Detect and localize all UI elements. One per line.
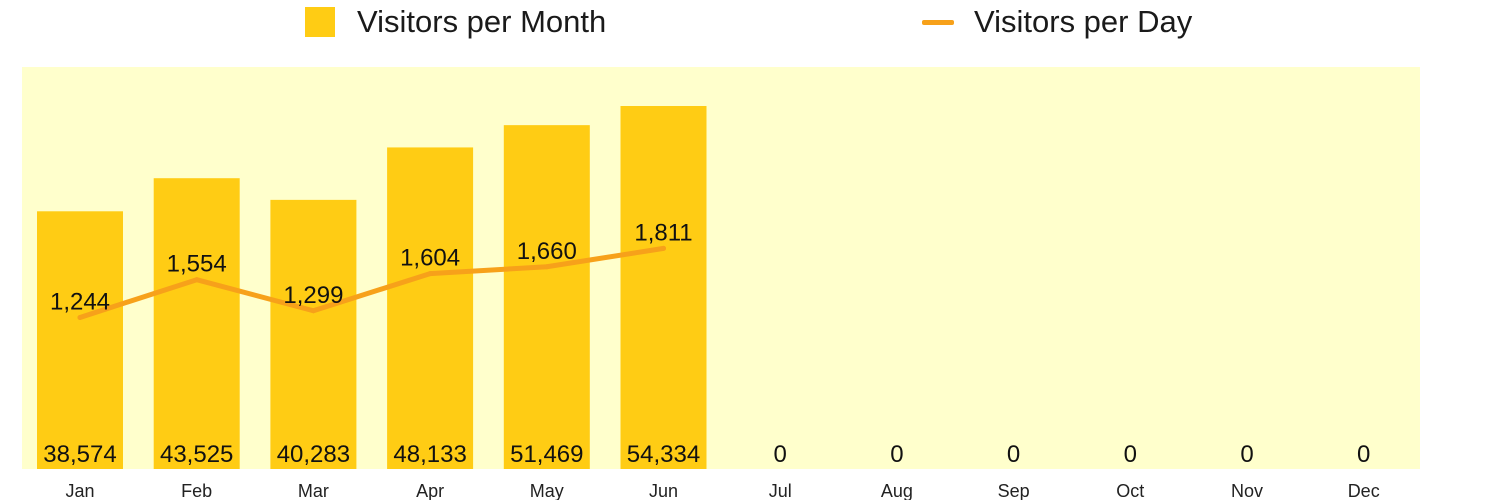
bar-label-dec: 0 xyxy=(1357,441,1370,468)
line-labels-group: 1,244 1,554 1,299 1,604 1,660 1,811 xyxy=(50,219,693,315)
x-tick-nov: Nov xyxy=(1231,481,1263,500)
bar-jan xyxy=(37,211,123,469)
x-tick-jun: Jun xyxy=(649,481,678,500)
line-label-mar: 1,299 xyxy=(283,282,343,309)
legend-item-visitors-per-month: Visitors per Month xyxy=(305,4,606,40)
bar-label-oct: 0 xyxy=(1124,441,1137,468)
line-point-feb xyxy=(194,277,200,283)
bar-label-mar: 40,283 xyxy=(277,441,350,468)
bar-label-feb: 43,525 xyxy=(160,441,233,468)
bar-label-jun: 54,334 xyxy=(627,441,700,468)
bar-label-sep: 0 xyxy=(1007,441,1020,468)
line-label-jan: 1,244 xyxy=(50,288,110,315)
legend: Visitors per Month Visitors per Day xyxy=(0,0,1500,50)
line-label-jun: 1,811 xyxy=(634,219,692,246)
x-tick-dec: Dec xyxy=(1348,481,1380,500)
bar-mar xyxy=(270,199,357,469)
bar-apr xyxy=(387,147,474,469)
x-tick-oct: Oct xyxy=(1116,481,1144,500)
bar-label-apr: 48,133 xyxy=(393,441,466,468)
bar-label-may: 51,469 xyxy=(510,441,583,468)
line-point-mar xyxy=(310,308,316,314)
x-tick-apr: Apr xyxy=(416,481,444,500)
x-tick-jan: Jan xyxy=(65,481,94,500)
x-tick-may: May xyxy=(530,481,564,500)
line-visitors-per-day xyxy=(77,245,666,320)
legend-label-visitors-per-month: Visitors per Month xyxy=(357,4,607,39)
plot-area xyxy=(22,67,1420,469)
x-tick-mar: Mar xyxy=(298,481,329,500)
bar-jun xyxy=(620,106,707,469)
line-group xyxy=(77,245,666,320)
bar-label-aug: 0 xyxy=(890,441,903,468)
legend-label-visitors-per-day: Visitors per Day xyxy=(974,4,1193,39)
x-axis-ticks: Jan Feb Mar Apr May Jun Jul Aug Sep Oct Nov Dec xyxy=(65,481,1379,500)
x-tick-sep: Sep xyxy=(998,481,1030,500)
line-point-jan xyxy=(77,314,83,320)
line-label-may: 1,660 xyxy=(517,238,577,265)
bar-label-jul: 0 xyxy=(774,441,787,468)
legend-item-visitors-per-day: Visitors per Day xyxy=(922,4,1192,40)
line-point-apr xyxy=(427,271,433,277)
bar-may xyxy=(503,125,590,469)
bar-label-jan: 38,574 xyxy=(43,441,116,468)
legend-swatch-bar xyxy=(305,7,335,37)
bar-labels-group: 38,574 43,525 40,283 48,133 51,469 54,334 0 0 0 0… xyxy=(43,441,1370,468)
x-tick-feb: Feb xyxy=(181,481,212,500)
bar-feb xyxy=(153,178,240,469)
bars-group xyxy=(37,106,707,469)
x-tick-aug: Aug xyxy=(881,481,913,500)
line-label-feb: 1,554 xyxy=(167,251,227,278)
line-label-apr: 1,604 xyxy=(400,245,460,272)
line-point-jun xyxy=(661,245,666,251)
legend-swatch-line xyxy=(922,19,954,25)
x-tick-jul: Jul xyxy=(769,481,792,500)
bar-label-nov: 0 xyxy=(1240,441,1253,468)
line-point-may xyxy=(544,264,550,270)
